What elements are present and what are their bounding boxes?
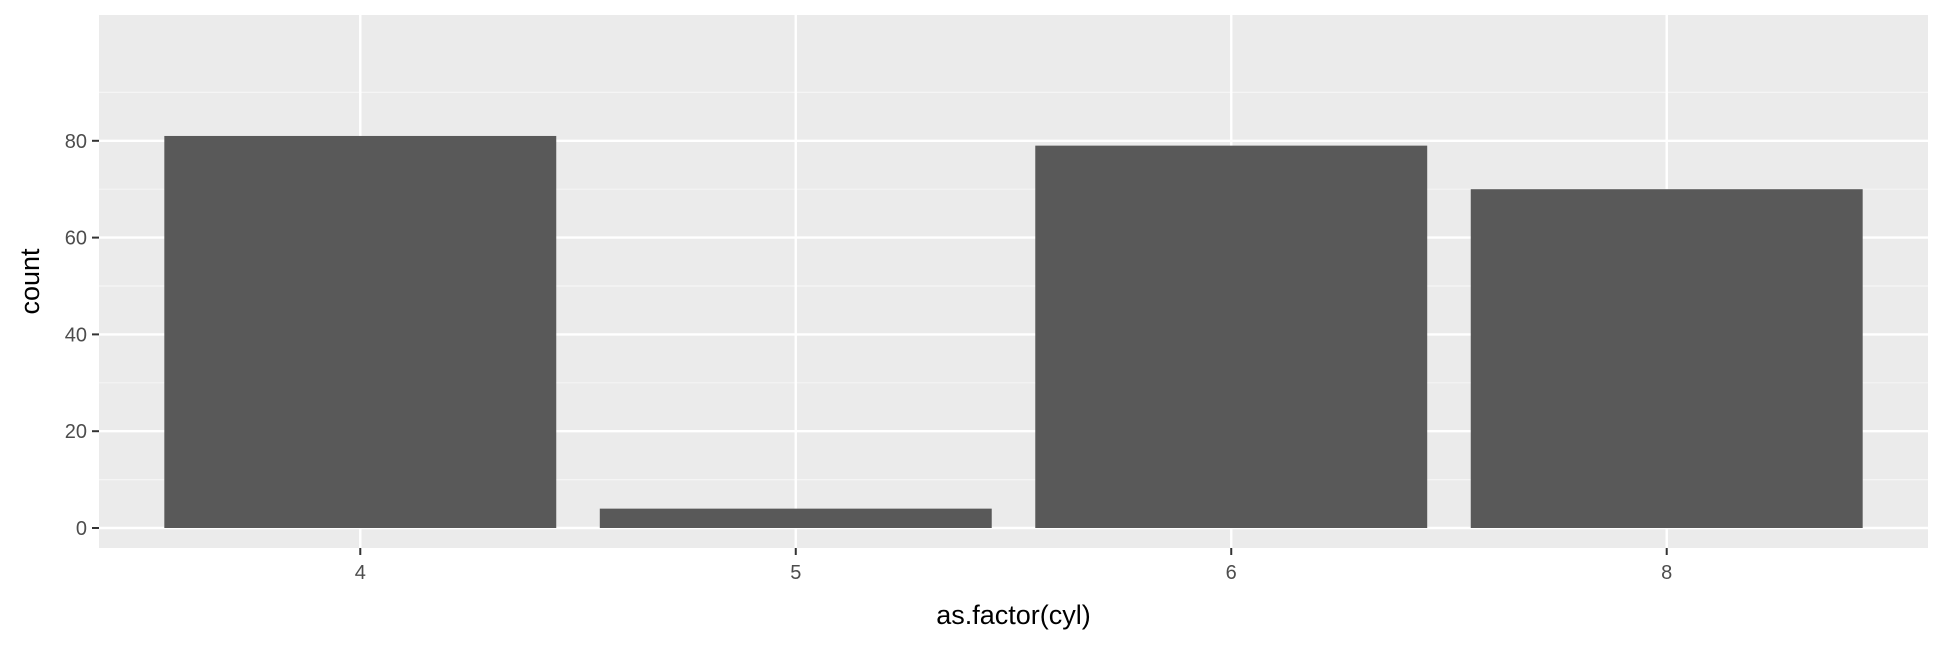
y-tick-label: 80 [65,131,87,153]
x-axis: 4 5 6 8 [355,548,1672,584]
bar-8 [1470,189,1863,528]
y-tick-label: 60 [65,228,87,250]
bar-4 [164,135,557,528]
y-tick-label: 20 [65,421,87,443]
y-tick-label: 0 [76,518,87,540]
x-tick-label: 5 [790,562,801,584]
bars [164,135,1863,528]
y-axis: 0 20 40 60 80 [65,131,99,540]
x-axis-title: as.factor(cyl) [936,600,1091,630]
y-tick-label: 40 [65,324,87,346]
y-axis-title: count [15,248,45,315]
x-tick-label: 6 [1226,562,1237,584]
x-tick-label: 8 [1661,562,1672,584]
bar-6 [1035,145,1428,528]
x-tick-label: 4 [355,562,366,584]
bar-5 [599,508,992,528]
